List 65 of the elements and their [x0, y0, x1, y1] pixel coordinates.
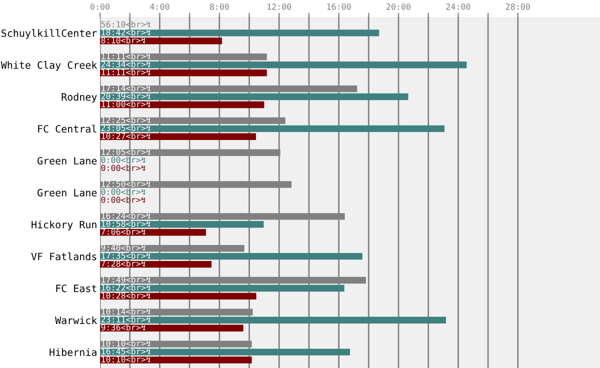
data-label: 10:10<br>↯: [102, 340, 150, 347]
data-label: 10:27<br>↯: [102, 132, 150, 140]
data-label: 8:10<br>↯: [101, 36, 146, 44]
bar: [100, 125, 444, 132]
data-label: 0:00<br>↯: [101, 196, 146, 203]
data-label: 7:06<br>↯: [101, 228, 146, 235]
bar: [100, 221, 264, 228]
bar: [100, 69, 267, 76]
data-label: 12:50<br>↯: [102, 180, 150, 187]
y-tick-label: FC East: [56, 284, 96, 292]
bar: [100, 292, 256, 300]
y-tick-label: Hibernia: [50, 348, 96, 356]
bar: [100, 101, 264, 108]
x-tick-label: 28:00: [506, 4, 530, 10]
bar: [100, 324, 244, 332]
x-tick-label: 8:00: [210, 4, 229, 10]
x-tick-label: 0:00: [90, 4, 110, 10]
data-label: 11:11<br>↯: [102, 68, 150, 76]
data-label: 16:24<br>↯: [102, 212, 150, 219]
data-label: 0:00<br>↯: [101, 164, 146, 172]
data-label: 11:00<br>↯: [102, 100, 150, 108]
y-tick-label: SchuylkillCenter: [2, 29, 97, 39]
y-tick-label: VF Fatlands: [31, 252, 96, 260]
data-label: 12:25<br>↯: [102, 116, 150, 124]
data-label: 24:34<br>↯: [101, 60, 150, 68]
bar: [100, 133, 256, 140]
data-label: 17:14<br>↯: [102, 84, 150, 92]
bar: [100, 348, 350, 356]
data-label: 10:28<br>↯: [102, 292, 150, 299]
y-tick-label: Green Lane: [38, 156, 97, 165]
bar: [100, 93, 408, 100]
x-tick-label: 4:00: [150, 4, 170, 10]
data-label: 9:40<br>↯: [101, 244, 146, 251]
data-label: 11:11<br>↯: [102, 52, 150, 60]
bar: [100, 30, 380, 36]
bar: [100, 38, 222, 44]
data-label: 23:11<br>↯: [101, 316, 150, 323]
x-tick-label: 12:00: [268, 4, 292, 10]
data-label: 16:22<br>↯: [102, 284, 150, 291]
data-label: 9:36<br>↯: [101, 324, 146, 331]
data-label: 17:49<br>↯: [102, 276, 150, 283]
x-tick-label: 20:00: [386, 4, 411, 10]
bar: [100, 356, 252, 364]
bar: [100, 252, 362, 260]
data-label: 12:05<br>↯: [102, 148, 150, 156]
x-tick-label: 16:00: [327, 4, 351, 10]
y-tick-label: FC Central: [38, 124, 96, 133]
data-label: 17:35<br>↯: [102, 252, 150, 259]
y-tick-label: Warwick: [55, 316, 98, 324]
data-label: 10:10<br>↯: [102, 356, 150, 362]
bar: [100, 316, 446, 324]
bar: [100, 62, 467, 68]
x-tick-label: 24:00: [446, 4, 470, 10]
data-label: 18:42<br>↯: [102, 28, 150, 36]
bar: [100, 284, 344, 292]
y-tick-label: White Clay Creek: [0, 61, 98, 71]
data-label: 20:39<br>↯: [101, 92, 150, 100]
data-label: 23:05<br>↯: [101, 124, 150, 132]
data-label: 10:58<br>↯: [102, 220, 150, 227]
y-tick-label: Hickory Run: [32, 220, 96, 230]
data-label: 10:14<br>↯: [102, 308, 150, 315]
y-tick-label: Rodney: [62, 93, 97, 103]
data-label: 16:45<br>↯: [102, 348, 150, 354]
data-label: 7:28<br>↯: [101, 260, 146, 267]
y-tick-label: Green Lane: [38, 188, 97, 196]
